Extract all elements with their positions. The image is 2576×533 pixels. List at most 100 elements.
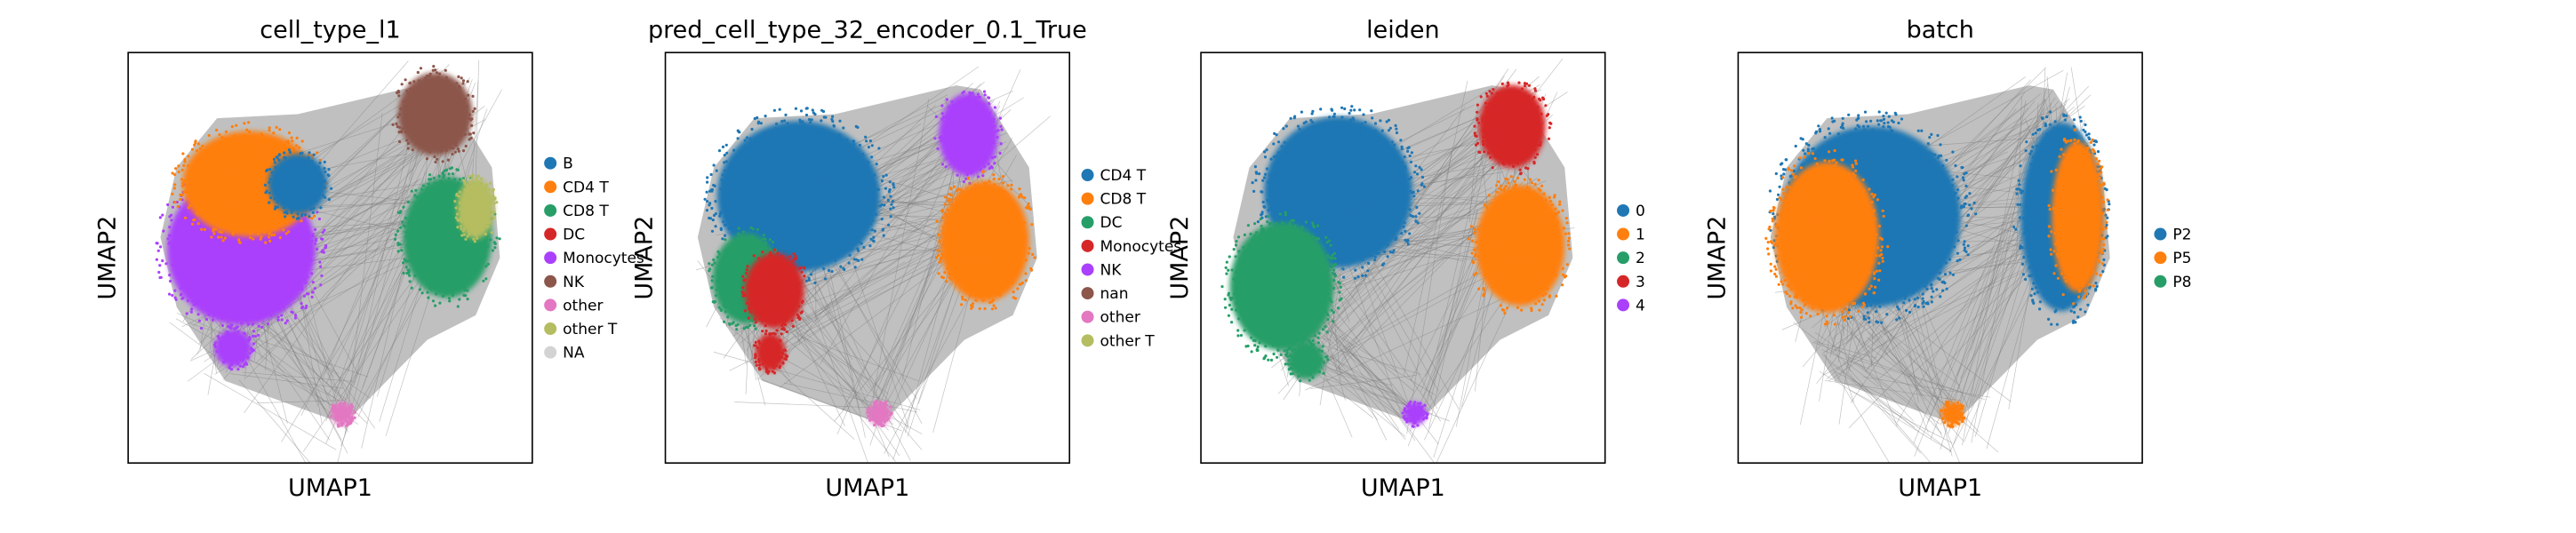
legend-item: NK xyxy=(1081,261,1123,279)
legend-label: CD8 T xyxy=(1100,191,1147,209)
legend-label: other xyxy=(563,297,603,314)
legend-item: DC xyxy=(1081,214,1122,232)
y-axis-label: UMAP2 xyxy=(1166,216,1194,300)
axes-frame xyxy=(664,52,1070,464)
legend-item: CD4 T xyxy=(1081,167,1147,185)
cluster-other xyxy=(329,402,356,428)
cluster-p5 xyxy=(1764,148,1890,326)
legend-label: B xyxy=(563,155,573,173)
legend-item: other xyxy=(544,297,603,314)
legend-marker xyxy=(1081,263,1094,276)
panel-plot-area xyxy=(1220,58,1575,464)
panel-plot-area xyxy=(696,66,1051,464)
legend-marker xyxy=(1617,274,1630,288)
x-axis-label: UMAP1 xyxy=(288,474,372,502)
y-axis-label: UMAP2 xyxy=(93,216,121,300)
x-axis-label: UMAP1 xyxy=(1361,474,1445,502)
legend-marker xyxy=(544,156,557,170)
cluster-nk xyxy=(391,65,476,163)
legend-label: 0 xyxy=(1636,203,1645,220)
legend: B CD4 T CD8 T DC Monocytes NK other other T NA xyxy=(544,155,644,362)
cluster-cd4-t xyxy=(171,121,328,244)
cluster-p5 xyxy=(2047,128,2109,306)
panel-plot-area xyxy=(155,60,502,464)
umap-panel-1: cell_type_l1 UMAP1 UMAP2 B CD4 T CD8 T DC Monoc… xyxy=(93,17,644,503)
cluster-other-t xyxy=(453,173,499,243)
legend-label: Monocytes xyxy=(1100,238,1182,256)
legend-item: 3 xyxy=(1617,274,1645,291)
legend-label: other T xyxy=(1100,332,1156,350)
umap-panel-3: leiden UMAP1 UMAP2 0 1 2 3 4 xyxy=(1166,17,1645,503)
legend-label: other xyxy=(1100,309,1140,327)
legend-item: CD4 T xyxy=(544,179,609,196)
legend-item: 0 xyxy=(1617,203,1645,220)
legend-marker xyxy=(544,298,557,312)
panel-title: cell_type_l1 xyxy=(260,17,400,44)
axes-frame xyxy=(1737,52,2143,464)
legend-label: 4 xyxy=(1636,297,1645,314)
legend-marker xyxy=(544,203,557,217)
legend-label: P2 xyxy=(2172,227,2191,244)
legend-item: CD8 T xyxy=(544,203,609,220)
legend-label: P5 xyxy=(2172,250,2191,267)
legend-marker xyxy=(1081,287,1094,300)
legend-marker xyxy=(1617,227,1630,241)
legend-label: 3 xyxy=(1636,274,1645,291)
cluster-nk xyxy=(933,90,1004,185)
legend-label: Monocytes xyxy=(563,250,644,267)
cluster-2 xyxy=(1220,211,1343,362)
cluster-2 xyxy=(1284,337,1330,383)
legend-label: NK xyxy=(563,274,585,291)
legend-marker xyxy=(1081,192,1094,205)
legend-item: P2 xyxy=(2154,227,2191,244)
legend-marker xyxy=(1081,216,1094,229)
legend-marker xyxy=(1081,239,1094,252)
legend-item: B xyxy=(544,155,573,173)
legend-marker xyxy=(544,180,557,194)
legend-item: 1 xyxy=(1617,227,1645,244)
cluster-1 xyxy=(1467,175,1572,315)
legend-label: CD4 T xyxy=(563,179,609,196)
cluster-monocytes xyxy=(740,248,806,336)
legend-item: nan xyxy=(1081,285,1128,303)
y-axis-label: UMAP2 xyxy=(631,216,659,300)
umap-panel-4: batch UMAP1 UMAP2 P2 P5 P8 xyxy=(1704,17,2192,503)
legend-label: CD4 T xyxy=(1100,167,1147,185)
legend-marker xyxy=(1617,251,1630,265)
cluster-3 xyxy=(1473,81,1553,176)
umap-panel-2: pred_cell_type_32_encoder_0.1_True UMAP1 U… xyxy=(631,17,1182,503)
panel-title: batch xyxy=(1907,17,1974,44)
legend-marker xyxy=(1081,310,1094,323)
legend-item: P5 xyxy=(2154,250,2191,267)
cluster-monocytes xyxy=(753,332,789,375)
cluster-cd4-t xyxy=(703,107,896,285)
cluster-cd8-t xyxy=(935,170,1036,311)
legend-marker xyxy=(1081,169,1094,182)
cluster-p5 xyxy=(1939,400,1966,428)
legend-label: NA xyxy=(563,345,585,362)
legend-label: 2 xyxy=(1636,250,1645,267)
legend-item: 4 xyxy=(1617,297,1645,314)
panel-plot-area xyxy=(1764,67,2111,464)
legend-marker xyxy=(544,227,557,241)
cluster-other xyxy=(866,399,893,428)
legend-item: other T xyxy=(544,321,618,338)
legend-item: CD8 T xyxy=(1081,191,1147,209)
legend: 0 1 2 3 4 xyxy=(1617,203,1645,314)
legend-item: 2 xyxy=(1617,250,1645,267)
legend-item: Monocytes xyxy=(1081,238,1182,256)
legend-marker xyxy=(1617,298,1630,312)
cluster-4 xyxy=(1401,400,1429,428)
legend-marker xyxy=(544,346,557,359)
legend-label: DC xyxy=(563,227,585,244)
panel-title: pred_cell_type_32_encoder_0.1_True xyxy=(648,17,1087,44)
axes-frame xyxy=(1200,52,1606,464)
legend-item: P8 xyxy=(2154,274,2191,291)
legend: P2 P5 P8 xyxy=(2154,227,2191,291)
panel-title: leiden xyxy=(1366,17,1439,44)
legend-label: P8 xyxy=(2172,274,2191,291)
legend-marker xyxy=(1081,334,1094,347)
legend-label: NK xyxy=(1100,261,1123,279)
legend-item: NA xyxy=(544,345,585,362)
